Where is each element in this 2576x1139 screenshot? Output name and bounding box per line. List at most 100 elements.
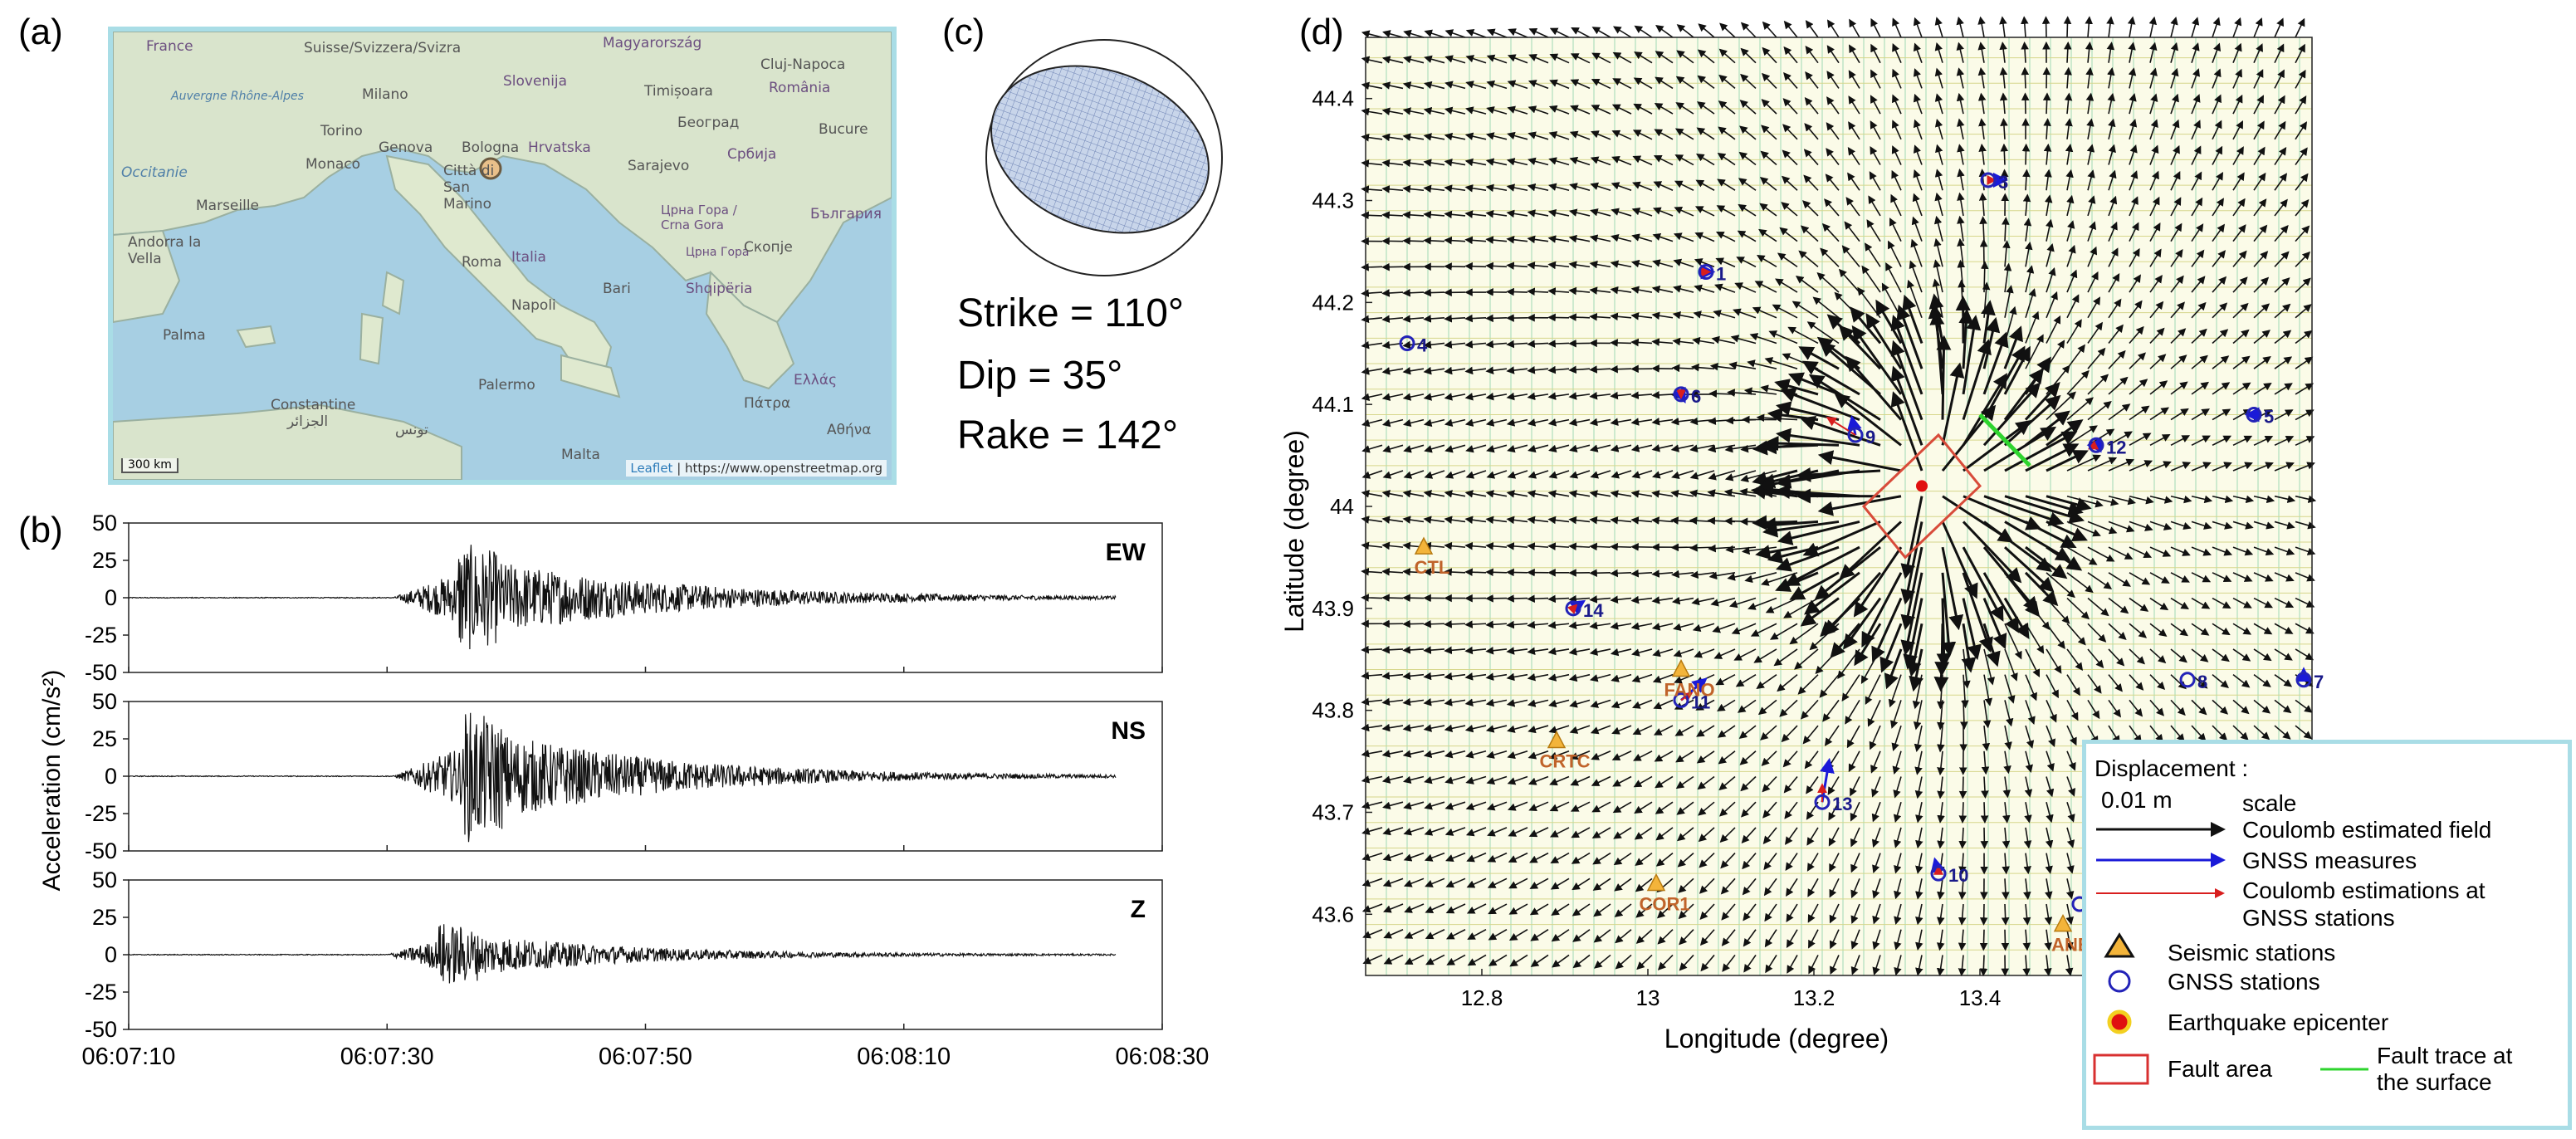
- field-arrow: [1486, 801, 1508, 811]
- field-arrow: [1740, 775, 1757, 792]
- field-arrow: [1631, 233, 1653, 242]
- field-arrow: [1744, 572, 1777, 584]
- field-arrow: [2232, 17, 2242, 38]
- field-arrow: [1445, 929, 1466, 940]
- field-arrow: [1465, 81, 1487, 90]
- waveform-NS: [128, 712, 1117, 843]
- field-arrow: [1735, 673, 1757, 687]
- field-arrow: [1404, 903, 1425, 913]
- field-arrow: [1651, 391, 1674, 399]
- gnss-station-label: 1: [1716, 264, 1726, 285]
- field-arrow: [1655, 76, 1674, 90]
- field-arrow: [1486, 470, 1508, 479]
- field-arrow: [1804, 97, 1819, 115]
- field-arrow: [1423, 750, 1445, 759]
- field-arrow: [1841, 674, 1860, 702]
- field-arrow: [1740, 73, 1757, 90]
- europe-map[interactable]: France Suisse/Svizzera/Svizra Magyarorsz…: [108, 27, 897, 485]
- leaflet-link[interactable]: Leaflet: [630, 461, 673, 476]
- field-arrow: [1444, 646, 1466, 655]
- field-arrow: [1652, 259, 1674, 268]
- field-arrow: [1425, 877, 1445, 887]
- field-arrow: [1488, 954, 1508, 966]
- field-arrow: [1464, 132, 1487, 140]
- field-arrow: [1999, 16, 2007, 38]
- field-arrow: [1850, 929, 1860, 950]
- field-arrow: [1613, 852, 1632, 866]
- field-arrow: [1403, 877, 1425, 887]
- field-arrow: [2253, 17, 2263, 38]
- field-arrow: [1466, 903, 1487, 914]
- field-arrow: [1590, 156, 1611, 166]
- field-arrow: [1423, 698, 1445, 706]
- field-arrow: [1805, 71, 1819, 89]
- field-arrow: [1571, 852, 1591, 864]
- field-arrow: [1656, 903, 1674, 919]
- field-arrow: [1591, 130, 1611, 140]
- field-arrow: [1763, 853, 1777, 871]
- field-arrow: [2274, 17, 2284, 38]
- field-arrow: [1424, 29, 1445, 38]
- field-arrow: [1402, 516, 1425, 524]
- field-arrow: [1486, 775, 1508, 785]
- field-arrow: [1589, 516, 1611, 525]
- field-arrow: [1402, 750, 1425, 758]
- field-arrow: [1653, 181, 1674, 191]
- map-label-23: Andorra la Vella: [128, 234, 202, 267]
- field-arrow: [1630, 259, 1653, 268]
- field-arrow: [1465, 106, 1487, 115]
- y-tick-label: 0: [105, 942, 117, 967]
- field-arrow: [1738, 203, 1757, 217]
- field-arrow: [1464, 516, 1487, 525]
- field-arrow: [1613, 827, 1632, 839]
- field-arrow: [1756, 255, 1777, 268]
- field-arrow: [1381, 418, 1404, 428]
- field-arrow: [1381, 490, 1404, 498]
- field-arrow: [1610, 418, 1632, 427]
- field-arrow: [1635, 852, 1653, 866]
- field-arrow: [1547, 392, 1570, 400]
- field-arrow: [1651, 444, 1674, 452]
- field-arrow: [2001, 929, 2010, 951]
- field-arrow: [1589, 286, 1611, 295]
- epicenter-marker: [1916, 480, 1928, 492]
- field-arrow: [1381, 723, 1404, 732]
- field-arrow: [1589, 391, 1611, 400]
- beachball-compressional-quadrant: [990, 65, 1210, 234]
- field-arrow: [2085, 16, 2094, 38]
- field-arrow: [1657, 954, 1674, 970]
- field-arrow: [1464, 340, 1487, 349]
- field-arrow: [1675, 750, 1694, 763]
- y-tick-label: -25: [85, 623, 117, 648]
- field-arrow: [1657, 929, 1674, 945]
- x-tick-label: 06:07:50: [599, 1044, 692, 1070]
- field-arrow: [1444, 801, 1466, 810]
- field-arrow: [1611, 208, 1632, 217]
- field-arrow: [1403, 852, 1425, 862]
- field-arrow: [1805, 46, 1819, 64]
- field-arrow: [1507, 470, 1528, 479]
- field-arrow: [1507, 131, 1528, 140]
- field-arrow: [1404, 954, 1425, 965]
- osm-link[interactable]: | https://www.openstreetmap.org: [672, 461, 882, 476]
- map-label-9: Torino: [320, 123, 363, 139]
- field-arrow: [1570, 105, 1591, 115]
- field-arrow: [1552, 954, 1570, 968]
- field-arrow: [1803, 149, 1819, 166]
- field-arrow: [1506, 287, 1528, 296]
- field-arrow: [1610, 391, 1632, 400]
- legend-circle-icon: [2108, 970, 2131, 993]
- map-attribution[interactable]: Leaflet | https://www.openstreetmap.org: [626, 460, 887, 477]
- field-arrow: [1403, 29, 1425, 38]
- field-arrow: [1634, 801, 1653, 814]
- field-arrow: [1741, 827, 1757, 843]
- field-arrow: [1506, 542, 1528, 550]
- map-label-29: Bari: [603, 281, 631, 297]
- y-tick-label: 25: [92, 905, 117, 930]
- map-label-16: Città di San Marino: [443, 163, 495, 213]
- field-arrow: [1651, 623, 1674, 631]
- field-arrow: [1821, 222, 1840, 242]
- field-arrow: [1527, 340, 1549, 349]
- field-arrow: [1485, 158, 1508, 166]
- field-arrow: [1850, 955, 1860, 975]
